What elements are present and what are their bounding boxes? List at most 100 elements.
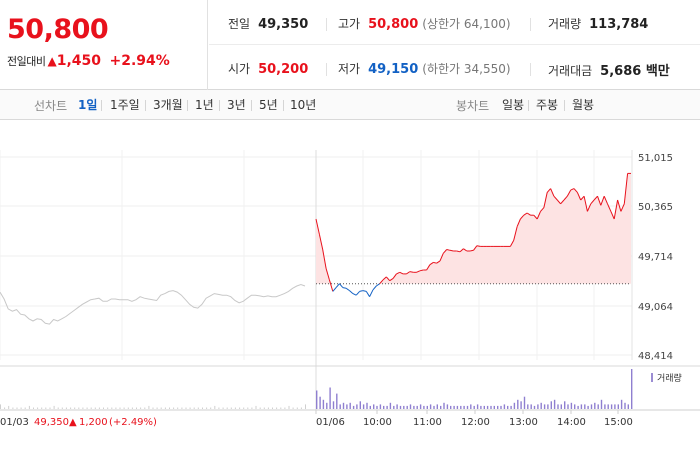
volume-bar	[473, 405, 475, 409]
volume-bar	[614, 404, 616, 409]
volume-bar	[247, 407, 249, 409]
tab-1-day[interactable]: 1일	[78, 98, 98, 112]
volume-bar	[169, 407, 170, 409]
volume-bar	[305, 404, 306, 409]
volume-bar	[144, 407, 146, 409]
volume-bar	[369, 405, 371, 409]
volume-bar	[543, 404, 546, 409]
price-segment	[376, 283, 380, 287]
row-divider	[209, 44, 700, 45]
volume-bar	[376, 405, 378, 409]
price-axis-tick: 48,414	[638, 351, 673, 362]
volume-bar	[136, 407, 137, 409]
volume-bar	[37, 407, 39, 409]
tab-3-months[interactable]: 3개월	[153, 98, 183, 112]
volume-bar	[140, 407, 142, 409]
volume-bar	[74, 407, 76, 409]
tab-3-years[interactable]: 3년	[227, 98, 246, 112]
time-label: 01/06	[316, 417, 345, 428]
price-segment	[352, 293, 357, 296]
volume-bar	[61, 407, 63, 409]
price-segment	[349, 290, 354, 294]
volume-bars	[0, 369, 633, 409]
stock-summary: 50,800 전일대비 ▲1,450 +2.94% 전일 49,350 고가 50,8…	[0, 0, 700, 90]
volume-bar	[537, 404, 539, 409]
price-segment	[322, 249, 327, 269]
tab-5-years[interactable]: 5년	[259, 98, 278, 112]
volume-bar	[189, 407, 191, 409]
volume-bar	[33, 407, 34, 409]
price-block: 50,800 전일대비 ▲1,450 +2.94%	[0, 0, 208, 90]
volume-bar	[413, 405, 415, 409]
lower-limit: (하한가 34,550)	[422, 62, 511, 76]
volume-bar	[20, 407, 22, 409]
volume-bar	[533, 405, 536, 409]
volume-bar	[527, 404, 529, 409]
volume-bar	[86, 407, 88, 409]
divider	[187, 100, 188, 111]
price-segment	[623, 173, 629, 204]
divider	[326, 63, 327, 76]
tab-1-year[interactable]: 1년	[195, 98, 214, 112]
price-segment	[597, 196, 602, 206]
volume-bar	[553, 399, 556, 409]
volume-bar	[90, 407, 92, 409]
tab-daily-candle[interactable]: 일봉	[502, 98, 525, 112]
price-segment	[583, 196, 588, 212]
volume-bar	[57, 407, 59, 409]
open-stat: 시가 50,200	[228, 60, 308, 77]
volume-bar	[500, 405, 502, 409]
volume-bar	[393, 405, 395, 409]
volume-bar	[41, 407, 43, 409]
intraday-price-chart[interactable]: 51,015 50,365 49,714 49,064 48,414 01/03 49,…	[0, 120, 700, 450]
price-segment	[426, 264, 431, 271]
volume-bar	[587, 405, 589, 409]
price-axis: 51,015 50,365 49,714 49,064 48,414	[638, 153, 673, 362]
price-segment	[610, 211, 615, 220]
volume-bar	[119, 407, 121, 409]
turnover-label: 거래대금	[548, 64, 593, 78]
volume-bar	[631, 369, 633, 409]
volume-bar	[574, 404, 576, 409]
price-segment	[513, 226, 518, 241]
divider	[326, 18, 327, 31]
volume-bar	[406, 405, 408, 409]
volume-bar	[429, 404, 432, 409]
price-segment	[560, 199, 565, 205]
volume-bar	[436, 404, 438, 409]
change-amount: 1,450	[56, 53, 102, 69]
price-segment	[399, 271, 404, 275]
prev-day-price-line	[0, 283, 306, 325]
change-row: 전일대비 ▲1,450 +2.94%	[7, 53, 170, 69]
price-segment	[509, 240, 515, 247]
volume-bar	[419, 404, 422, 409]
tab-10-years[interactable]: 10년	[290, 98, 317, 112]
tab-1-week[interactable]: 1주일	[110, 98, 140, 112]
volume-bar	[193, 407, 195, 409]
volume-bar	[520, 401, 522, 409]
tab-weekly-candle[interactable]: 주봉	[536, 98, 559, 112]
volume-bar	[547, 404, 549, 409]
tab-monthly-candle[interactable]: 월봉	[572, 98, 595, 112]
time-axis: 01/03 49,350 ▲ 1,200 (+2.49%) 01/06 10:00…	[0, 410, 633, 428]
price-segment	[369, 289, 374, 297]
volume-bar	[8, 405, 10, 409]
volume-bar	[604, 404, 606, 409]
turnover-value: 5,686 백만	[600, 64, 670, 79]
time-label: 11:00	[413, 417, 442, 428]
price-segment	[586, 203, 592, 212]
volume-bar	[617, 404, 619, 409]
current-price: 50,800	[7, 14, 109, 45]
price-segment	[386, 276, 391, 282]
up-triangle-icon: ▲	[47, 54, 57, 68]
volume-bar	[456, 405, 459, 409]
price-segment	[553, 195, 558, 201]
price-segment	[439, 253, 444, 262]
price-segment	[533, 214, 538, 220]
low-stat: 저가 49,150 (하한가 34,550)	[338, 60, 511, 77]
volume-bar	[580, 404, 583, 409]
price-segment	[325, 268, 330, 281]
volume-bar	[164, 407, 166, 409]
price-segment	[570, 188, 575, 191]
volume-bar	[202, 407, 203, 409]
